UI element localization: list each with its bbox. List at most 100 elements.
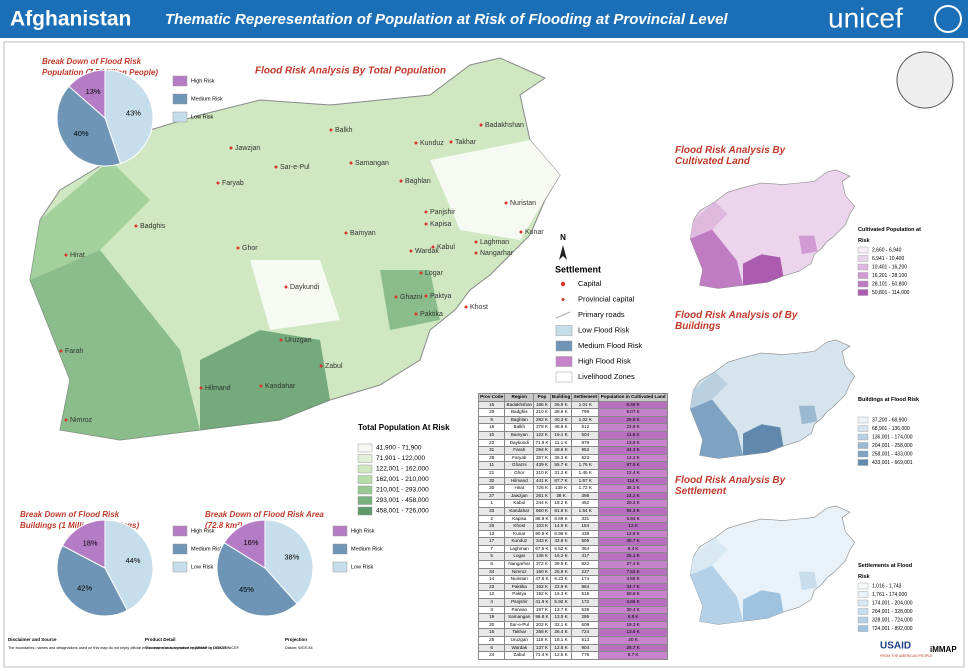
place-label: Nangarhar <box>480 250 514 257</box>
legend-swatch <box>555 340 573 352</box>
table-cell: Nangarhar <box>504 560 535 569</box>
table-cell: 294 K <box>533 446 551 455</box>
table-cell: 44.3 K <box>598 446 668 455</box>
legend-swatch <box>172 111 188 123</box>
table-row: 6 Wardak 137 K 12.8 K 904 26.7 K <box>477 643 668 653</box>
legend-label: 28,101 - 50,800 <box>872 281 907 287</box>
provincial-capital <box>236 246 240 250</box>
table-cell: 13.7 K <box>549 605 573 615</box>
provincial-capital <box>414 141 418 145</box>
table-cell: 29 <box>477 408 506 417</box>
legend-swatch <box>857 582 869 590</box>
table-row: 21 Ghor 210 K 31.2 K 1.45 K 12.4 K <box>477 468 668 478</box>
table-cell: 11 <box>477 461 506 470</box>
table-cell: 20 K <box>598 636 668 645</box>
pie-slice <box>216 542 298 617</box>
provincial-capital <box>229 146 233 150</box>
table-cell: 38.6 K <box>549 408 573 417</box>
place-label: Faryab <box>222 180 244 187</box>
provincial-capital <box>431 245 435 249</box>
table-cell: 1.01 K <box>571 400 600 410</box>
pie-title: Break Down of Flood Risk Buildings (1 Mil… <box>20 510 139 530</box>
table-cell: 8 <box>477 560 506 569</box>
pie-slice <box>56 85 122 167</box>
table-cell: 1.76 K <box>571 461 600 470</box>
table-cell: 86.9 K <box>533 514 551 524</box>
provincial-capital <box>284 285 288 289</box>
table-cell: 512 <box>571 423 600 432</box>
legend-swatch <box>172 561 188 573</box>
legend-label: 328,001 - 724,000 <box>872 617 913 623</box>
table-cell: 1.72 K <box>571 484 600 493</box>
provincial-capital <box>319 364 323 368</box>
legend-swatch <box>357 506 373 516</box>
legend-label: 174,001 - 204,000 <box>872 600 913 606</box>
table-cell: Daykundi <box>504 438 535 448</box>
legend-swatch <box>357 496 373 505</box>
region-patch <box>430 140 560 240</box>
table-cell: Ghazni <box>504 461 535 470</box>
table-cell: Uruzgan <box>504 636 535 645</box>
table-row: 25 Uruzgan 118 K 18.1 K 513 20 K <box>477 636 668 645</box>
table-cell: 5.92 K <box>549 598 573 607</box>
table-cell: 41.9 K <box>533 598 551 607</box>
place-label: Uruzgan <box>285 337 312 344</box>
table-cell: 26.9 K <box>549 400 573 410</box>
region-patch <box>380 270 440 330</box>
legend-swatch <box>857 442 869 449</box>
table-row: 31 Farah 294 K 48.6 K 952 44.3 K <box>477 446 668 455</box>
legend-label: 50,801 - 114,000 <box>872 290 910 296</box>
table-cell: 192 K <box>533 590 551 600</box>
column-header: Settlement <box>571 393 600 402</box>
region-patch <box>798 571 818 591</box>
table-cell: 39.5 K <box>549 560 573 569</box>
table-cell: Nimroz <box>504 567 535 577</box>
provincial-capital <box>279 338 283 342</box>
legend-swatch <box>332 525 348 537</box>
place-label: Farah <box>65 348 83 355</box>
place-label: Ghazni <box>400 294 423 301</box>
provincial-capital <box>344 231 348 235</box>
table-cell: 15 <box>477 400 506 410</box>
place-label: Paktika <box>420 311 443 318</box>
legend-title: Settlement <box>555 264 601 274</box>
table-cell: 14.2 K <box>598 453 668 463</box>
table-row: 19 Samangan 96.8 K 13.5 K 295 6.8 K <box>477 613 668 622</box>
table-cell: 42.8 K <box>549 537 573 546</box>
place-label: Balkh <box>335 127 353 134</box>
table-row: 24 Zabul 71.4 K 12.5 K 776 8.7 K <box>477 651 668 660</box>
footer-heading: Disclaimer and Source <box>8 637 57 642</box>
table-cell: 139 K <box>549 484 573 493</box>
table-row: 32 Hilmand 441 K 87.7 K 1.57 K 114 K <box>477 476 668 486</box>
table-cell: Laghman <box>504 544 535 554</box>
provincial-capital <box>424 210 428 214</box>
place-label: Badghis <box>140 223 166 230</box>
north-arrow <box>559 245 567 260</box>
legend-label: Medium Flood Risk <box>578 341 642 350</box>
legend-swatch <box>357 485 373 495</box>
provincial-capital <box>504 201 508 205</box>
provincial-capital <box>59 349 63 353</box>
table-cell: 295 <box>571 613 600 622</box>
table-cell: 11.1 K <box>549 438 573 448</box>
region-patch <box>743 254 784 286</box>
pie-slice <box>104 519 154 612</box>
table-cell: 31 <box>477 446 506 455</box>
table-cell: Kandahar <box>504 506 535 516</box>
table-cell: 26.7 K <box>598 643 668 653</box>
table-cell: 184 <box>571 522 600 531</box>
provincial-capital <box>479 123 483 127</box>
legend-swatch <box>857 616 869 624</box>
legend-label: 724,001 - 892,000 <box>872 626 913 632</box>
region-patch <box>690 399 743 459</box>
legend-label: 204,001 - 328,000 <box>872 609 913 615</box>
table-cell: 6.52 K <box>549 544 573 554</box>
region-patch <box>690 371 728 409</box>
place-label: Kunduz <box>420 140 444 147</box>
legend-symbol <box>560 281 566 287</box>
table-cell: 12 <box>477 590 506 600</box>
table-cell: 16.1 K <box>549 430 573 440</box>
provincial-capital <box>424 222 428 226</box>
table-cell: 160 K <box>533 567 551 577</box>
